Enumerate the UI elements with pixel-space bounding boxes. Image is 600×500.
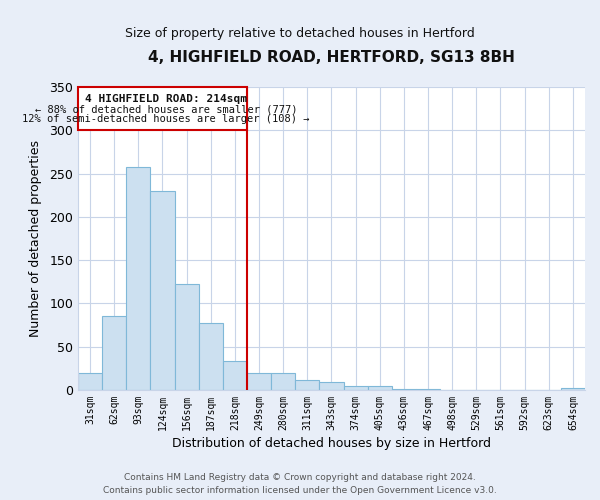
- Bar: [151, 191, 175, 390]
- Text: 4 HIGHFIELD ROAD: 214sqm: 4 HIGHFIELD ROAD: 214sqm: [85, 94, 247, 104]
- Text: Size of property relative to detached houses in Hertford: Size of property relative to detached ho…: [125, 28, 475, 40]
- Text: 12% of semi-detached houses are larger (108) →: 12% of semi-detached houses are larger (…: [22, 114, 310, 124]
- Bar: [78, 374, 102, 390]
- Bar: [295, 380, 319, 390]
- Bar: [223, 362, 247, 390]
- Y-axis label: Number of detached properties: Number of detached properties: [29, 140, 42, 337]
- Bar: [102, 316, 126, 390]
- Bar: [271, 372, 295, 390]
- Bar: [247, 372, 271, 390]
- Bar: [319, 382, 344, 390]
- Text: Contains HM Land Registry data © Crown copyright and database right 2024.
Contai: Contains HM Land Registry data © Crown c…: [103, 474, 497, 495]
- Bar: [416, 389, 440, 390]
- X-axis label: Distribution of detached houses by size in Hertford: Distribution of detached houses by size …: [172, 437, 491, 450]
- Text: ← 88% of detached houses are smaller (777): ← 88% of detached houses are smaller (77…: [35, 104, 298, 115]
- Bar: [175, 284, 199, 390]
- Bar: [392, 389, 416, 390]
- Title: 4, HIGHFIELD ROAD, HERTFORD, SG13 8BH: 4, HIGHFIELD ROAD, HERTFORD, SG13 8BH: [148, 50, 515, 65]
- Bar: [199, 324, 223, 390]
- FancyBboxPatch shape: [78, 87, 247, 130]
- Bar: [126, 168, 151, 390]
- Bar: [561, 388, 585, 390]
- Bar: [344, 386, 368, 390]
- Bar: [368, 386, 392, 390]
